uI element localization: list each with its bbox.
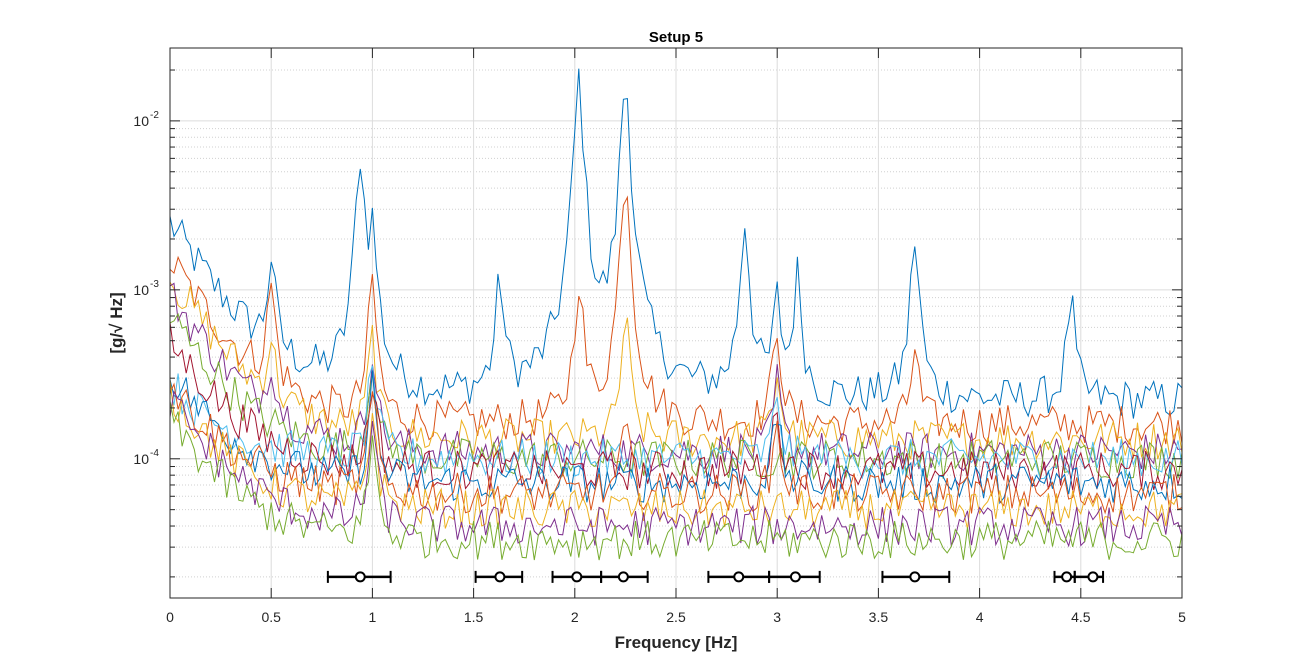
y-tick-exponent: -2 — [150, 110, 159, 121]
y-tick-exponent: -4 — [150, 448, 159, 459]
x-tick-label: 2.5 — [666, 609, 686, 625]
series-line-11 — [169, 390, 1183, 548]
x-tick-label: 1 — [369, 609, 377, 625]
x-tick-label: 3.5 — [869, 609, 889, 625]
errorbar-marker — [354, 571, 366, 583]
series-line-8 — [169, 370, 1183, 505]
ticks-layer: 10 -410 -310 -20 0.5 1 1.5 2 2.5 3 3.5 4 4.5 5 — [133, 48, 1186, 625]
series-line-1 — [169, 68, 1183, 419]
x-axis-label: Frequency [Hz] — [615, 633, 738, 652]
y-tick-label: 10 — [133, 451, 149, 467]
errorbar-marker — [733, 571, 745, 583]
series-line-5 — [169, 312, 1183, 481]
errorbar-marker — [1087, 571, 1099, 583]
errorbar-marker — [571, 571, 583, 583]
series-line-7 — [169, 322, 1183, 492]
x-tick-label: 4 — [976, 609, 984, 625]
y-tick-exponent: -3 — [150, 279, 159, 290]
series-line-12 — [169, 400, 1183, 561]
errorbar-marker — [909, 571, 921, 583]
errorbar-marker — [617, 571, 629, 583]
x-tick-label: 0 — [166, 609, 174, 625]
errorbar-layer — [326, 570, 1105, 583]
series-line-6 — [169, 365, 1183, 480]
series-line-9 — [169, 382, 1183, 515]
series-layer — [169, 68, 1183, 561]
series-line-4 — [169, 282, 1183, 472]
y-tick-label: 10 — [133, 282, 149, 298]
x-tick-label: 5 — [1178, 609, 1186, 625]
x-tick-label: 4.5 — [1071, 609, 1091, 625]
series-line-2 — [169, 195, 1183, 446]
x-tick-label: 2 — [571, 609, 579, 625]
x-tick-label: 0.5 — [261, 609, 281, 625]
errorbar-marker — [494, 571, 506, 583]
chart-title: Setup 5 — [649, 29, 703, 46]
errorbar-marker — [789, 571, 801, 583]
x-tick-label: 1.5 — [464, 609, 484, 625]
y-tick-label: 10 — [133, 113, 149, 129]
x-tick-label: 3 — [773, 609, 781, 625]
errorbar-marker — [1061, 571, 1073, 583]
y-axis-label: [g/√ Hz] — [107, 292, 126, 353]
